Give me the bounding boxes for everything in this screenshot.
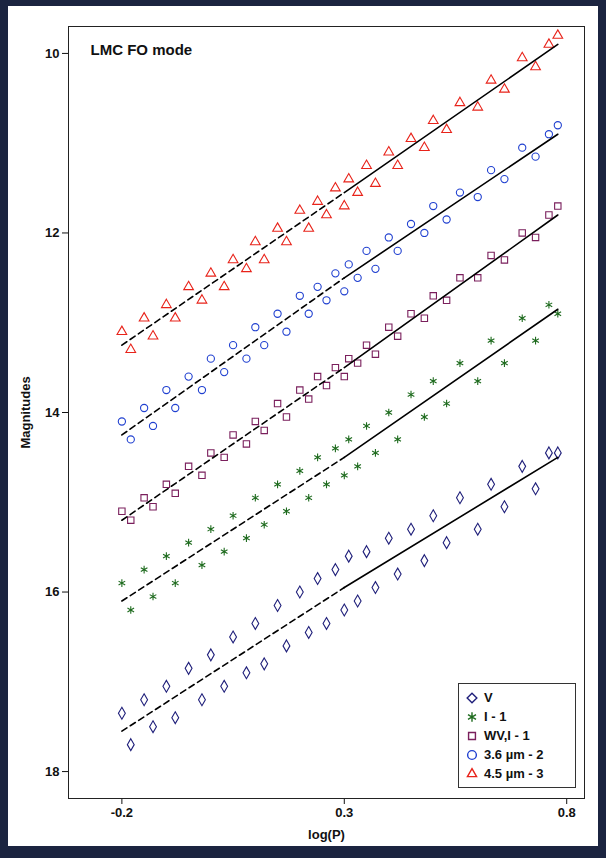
html-text:3.6 µm - 2: 3.6 µm - 2 [484, 747, 544, 762]
svg-text:0.3: 0.3 [335, 805, 353, 820]
html-text:I - 1: I - 1 [484, 709, 507, 724]
svg-text:10: 10 [45, 46, 59, 61]
html-text:WV,I - 1: WV,I - 1 [484, 728, 530, 743]
svg-text:14: 14 [45, 405, 60, 420]
svg-text:12: 12 [45, 225, 59, 240]
svg-text:18: 18 [45, 764, 59, 779]
svg-text:-0.2: -0.2 [111, 805, 133, 820]
html-text:V: V [484, 690, 493, 705]
svg-text:0.8: 0.8 [558, 805, 576, 820]
svg-text:log(P): log(P) [308, 827, 345, 842]
svg-text:16: 16 [45, 584, 59, 599]
svg-text:LMC FO mode: LMC FO mode [91, 41, 193, 58]
svg-text:Magnitudes: Magnitudes [18, 376, 33, 448]
html-text:4.5 µm - 3: 4.5 µm - 3 [484, 766, 544, 781]
